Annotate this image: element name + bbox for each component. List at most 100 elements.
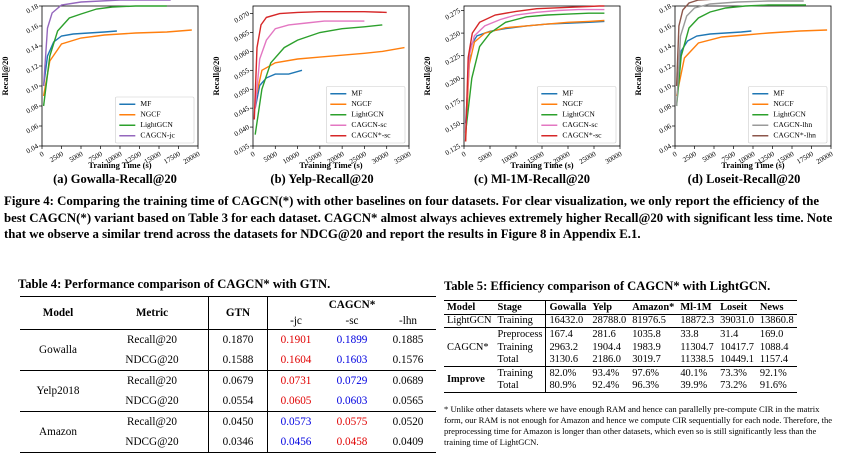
table5-header-cell: Gowalla	[549, 301, 587, 313]
legend-label: LightGCN	[773, 110, 806, 119]
y-tick-label: 0.125	[444, 142, 462, 157]
legend-label: NGCF	[140, 110, 160, 119]
value-cell: 1904.4	[592, 341, 621, 353]
x-tick-label: 2500	[48, 150, 65, 164]
value-cell: 167.4	[549, 328, 573, 340]
series-line	[464, 8, 605, 133]
value-cell: 31.4	[720, 328, 739, 340]
series-line	[42, 0, 171, 87]
table-row: NDCG@20 0.1588 0.1604 0.1603 0.1576	[20, 350, 436, 371]
legend-label: CAGCN-sc	[351, 120, 387, 129]
x-tick-label: 10000	[281, 150, 301, 166]
stage-cell: Training	[494, 340, 547, 354]
legend-label: CAGCN*-sc	[562, 131, 602, 140]
table5-header-cell: Stage	[494, 300, 547, 315]
t4-header-model: Model	[42, 307, 74, 319]
y-tick-label: 0.175	[444, 97, 462, 112]
table-row: Yelp2018 Recall@20 0.0679 0.0731 0.0729 0.068…	[20, 370, 436, 397]
legend-label: MF	[773, 89, 784, 98]
value-cell: 2186.0	[592, 354, 621, 366]
chart-panel-ml1m: 0 5000 10000 15000 20000 25000 30000 0.125 0.150…	[422, 0, 633, 172]
value-cell: 10449.1	[720, 354, 754, 366]
value-cell: 28788.0	[592, 315, 627, 327]
value-cell: 81976.5	[632, 315, 666, 327]
chart-yelp: 0 5000 10000 15000 20000 25000 30000 350000.035…	[211, 5, 413, 170]
y-tick-label: 0.10	[25, 82, 40, 95]
series-line	[464, 12, 605, 133]
x-tick-label: 30000	[371, 150, 391, 166]
gtn-cell: 0.1588	[208, 350, 268, 371]
series-line	[42, 29, 192, 97]
gtn-cell: 0.0554	[208, 391, 268, 412]
value-cell: 33.8	[680, 328, 699, 340]
sc-cell: 0.1603	[336, 354, 368, 366]
value-cell: 82.0%	[549, 367, 577, 379]
y-axis-label: Recall@20	[0, 56, 10, 95]
t4-header-jc: -jc	[290, 315, 302, 327]
value-cell: 92.4%	[592, 380, 620, 392]
value-cell: 11304.7	[680, 341, 714, 353]
y-tick-label: 0.16	[658, 22, 673, 35]
y-tick-label: 0.04	[658, 142, 673, 155]
lhn-cell: 0.0409	[392, 436, 424, 448]
lhn-cell: 0.0520	[392, 416, 424, 428]
sc-cell: 0.0575	[336, 416, 368, 428]
x-tick-label: 17500	[795, 150, 815, 166]
jc-cell: 0.0456	[280, 436, 312, 448]
chart-panel-yelp: 0 5000 10000 15000 20000 25000 30000 35000 0.035…	[211, 0, 422, 172]
y-tick-label: 0.06	[25, 122, 40, 135]
legend-box	[748, 86, 828, 144]
legend-box	[326, 86, 406, 144]
chart-ml1m: 0 5000 10000 15000 20000 25000 300000.1250.150…	[422, 5, 624, 170]
value-cell: 40.1%	[680, 367, 708, 379]
series-line	[254, 46, 405, 101]
metric-cell: NDCG@20	[96, 391, 209, 412]
stage-cell: Training	[494, 314, 547, 328]
y-tick-label: 0.12	[658, 62, 673, 75]
model-cell: Yelp2018	[36, 385, 80, 397]
t4-header-cagcn: CAGCN*	[328, 299, 376, 311]
gtn-cell: 0.1870	[208, 329, 268, 350]
value-cell: 2963.2	[549, 341, 579, 353]
legend-label: NGCF	[773, 99, 793, 108]
table5-header-cell: Ml-1M	[680, 301, 712, 313]
y-tick-label: 0.10	[658, 82, 673, 95]
model-cell: Amazon	[39, 426, 77, 438]
table-row: Total 3130.6 2186.0 3019.7 11338.5 10449.1 115…	[444, 353, 797, 367]
x-tick-label: 0	[460, 150, 467, 159]
y-tick-label: 0.070	[233, 10, 251, 25]
lhn-cell: 0.0565	[392, 395, 424, 407]
jc-cell: 0.1901	[280, 334, 312, 346]
chart-gowalla: 0 2500 5000 7500 10000 12500 15000 17500 200000.…	[0, 0, 202, 170]
value-cell: 80.9%	[549, 380, 577, 392]
value-cell: 16432.0	[549, 315, 584, 327]
y-tick-label: 0.055	[233, 66, 251, 81]
jc-cell: 0.1604	[280, 354, 312, 366]
series-line	[675, 29, 828, 97]
subfigure-caption-c: (c) Ml-1M-Recall@20	[473, 172, 591, 186]
gtn-cell: 0.0679	[208, 370, 268, 391]
metric-cell: NDCG@20	[96, 350, 209, 371]
y-tick-label: 0.12	[25, 62, 40, 75]
y-tick-label: 0.060	[233, 47, 251, 62]
series-line	[253, 10, 387, 120]
x-axis-label: Training Time (s)	[299, 160, 362, 170]
legend-label: CAGCN*-lhn	[773, 131, 816, 140]
sc-cell: 0.0458	[336, 436, 368, 448]
value-cell: 92.1%	[759, 367, 787, 379]
legend-label: MF	[351, 89, 362, 98]
sc-cell: 0.0729	[336, 375, 368, 387]
value-cell: 11338.5	[680, 354, 714, 366]
value-cell: 1157.4	[759, 354, 789, 366]
series-line	[254, 24, 383, 135]
x-axis-label: Training Time (s)	[510, 160, 573, 170]
value-cell: 1088.4	[759, 341, 789, 353]
legend-label: CAGCN*-sc	[351, 131, 391, 140]
chart-panel-gowalla: 0 2500 5000 7500 10000 12500 15000 17500 20000 0.…	[0, 0, 211, 172]
y-tick-label: 0.06	[658, 122, 673, 135]
x-tick-label: 35000	[393, 150, 413, 166]
x-tick-label: 5000	[701, 150, 718, 164]
table5-footnote: * Unlike other datasets where we have en…	[444, 404, 833, 447]
stage-cell: Preprocess	[494, 327, 547, 341]
y-tick-label: 0.035	[233, 142, 251, 157]
